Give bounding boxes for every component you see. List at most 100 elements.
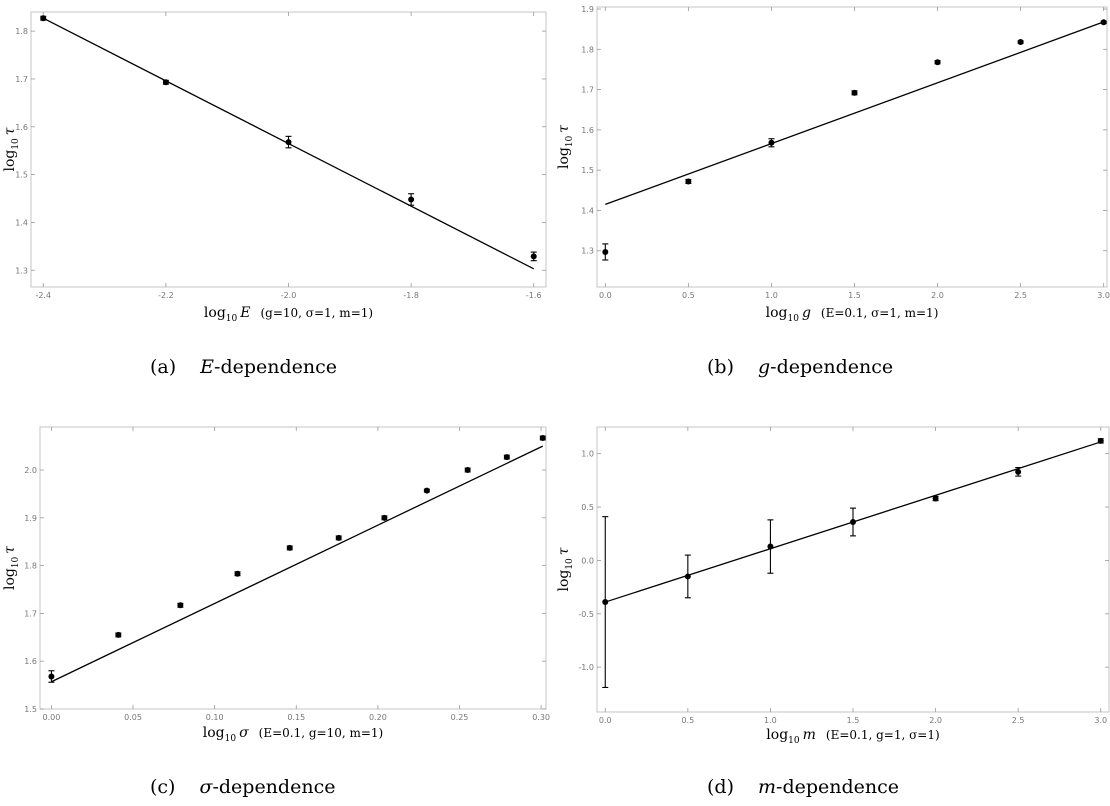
x-axis-label-base: 10 bbox=[225, 734, 237, 744]
x-tick-label: 0.25 bbox=[451, 713, 469, 722]
y-tick-label: 1.3 bbox=[15, 266, 28, 275]
chart-a-svg: -2.4 -2.2 -2.0 -1.8 -1.6 1.3 1.4 1.5 1.6 1.7 1.8 lo… bbox=[2, 11, 547, 324]
marker bbox=[381, 514, 388, 521]
x-tick-label: -1.8 bbox=[403, 291, 419, 300]
x-axis-label-parameters: (E=0.1, g=1, σ=1) bbox=[826, 728, 940, 742]
x-axis-label-parameters: (E=0.1, σ=1, m=1) bbox=[821, 306, 938, 320]
x-axis-label-variable: m bbox=[803, 727, 816, 743]
marker bbox=[1097, 437, 1104, 444]
marker bbox=[1017, 39, 1024, 46]
x-tick-label: -2.2 bbox=[158, 291, 174, 300]
data-point bbox=[850, 507, 856, 537]
marker bbox=[768, 139, 775, 146]
x-tick-label: 1.0 bbox=[765, 291, 778, 300]
marker bbox=[335, 534, 342, 541]
x-tick-label: 0.10 bbox=[206, 713, 224, 722]
x-tick-label: 0.15 bbox=[287, 713, 305, 722]
y-tick-label: -0.5 bbox=[578, 610, 594, 619]
x-tick-label: 2.0 bbox=[931, 291, 944, 300]
marker bbox=[850, 519, 856, 525]
y-tick-label: 0.0 bbox=[581, 556, 594, 565]
marker bbox=[464, 467, 471, 474]
marker bbox=[1100, 19, 1107, 26]
x-tick-label: 0.5 bbox=[682, 291, 695, 300]
x-axis-label: log10 E (g=10, σ=1, m=1) bbox=[204, 305, 373, 324]
y-tick-label: 1.6 bbox=[15, 123, 28, 132]
marker bbox=[685, 178, 692, 185]
y-axis-label-variable: τ bbox=[2, 127, 18, 135]
plot-frame bbox=[39, 426, 547, 710]
caption-d: (d) m-dependence bbox=[707, 776, 899, 798]
marker bbox=[602, 248, 609, 255]
marker bbox=[115, 631, 122, 638]
y-tick-label: 1.9 bbox=[24, 514, 37, 523]
caption-c-tag: (c) bbox=[150, 776, 176, 798]
x-axis-label-variable: σ bbox=[239, 725, 249, 741]
x-axis-label: log10 m (E=0.1, g=1, σ=1) bbox=[766, 727, 939, 746]
y-axis-label-base: 10 bbox=[11, 138, 21, 150]
y-tick-label: 1.8 bbox=[581, 45, 594, 54]
data-point bbox=[464, 467, 471, 474]
fit-line bbox=[51, 445, 544, 683]
data-point bbox=[115, 631, 122, 638]
caption-d-tag: (d) bbox=[707, 776, 734, 798]
caption-b-tag: (b) bbox=[707, 356, 734, 378]
chart-panel-d: 0.0 0.5 1.0 1.5 2.0 2.5 3.0 -1.0 -0.5 0.0 0.5 1.0 lo… bbox=[555, 415, 1110, 785]
x-tick-label: 2.0 bbox=[929, 716, 942, 725]
y-tick-label: 1.5 bbox=[24, 705, 37, 714]
data-point bbox=[503, 454, 510, 461]
data-point bbox=[530, 251, 537, 262]
marker bbox=[684, 573, 691, 580]
caption-b-text: -dependence bbox=[770, 356, 894, 378]
caption-d-symbol: m bbox=[758, 776, 777, 798]
chart-b-svg: 0.0 0.5 1.0 1.5 2.0 2.5 3.0 1.3 1.4 1.5 1.6 1.7 1.8 1… bbox=[556, 5, 1110, 324]
y-tick-label: 1.9 bbox=[581, 5, 594, 14]
data-point bbox=[851, 89, 858, 96]
data-point bbox=[768, 138, 775, 148]
x-axis-label-parameters: (g=10, σ=1, m=1) bbox=[260, 306, 373, 320]
data-point bbox=[408, 193, 415, 206]
marker bbox=[602, 599, 609, 606]
y-axis-label-variable: τ bbox=[2, 546, 18, 554]
y-axis-label-log: log bbox=[2, 568, 18, 590]
x-tick-label: 0.00 bbox=[43, 713, 61, 722]
data-point bbox=[48, 670, 55, 683]
x-tick-label: 3.0 bbox=[1097, 291, 1110, 300]
y-tick-label: 0.5 bbox=[581, 503, 594, 512]
y-axis-label-base: 10 bbox=[11, 556, 21, 568]
marker bbox=[767, 543, 774, 550]
x-tick-label: 0.0 bbox=[599, 291, 612, 300]
x-axis-label-base: 10 bbox=[788, 736, 800, 746]
caption-b-symbol: g bbox=[758, 356, 771, 378]
caption-a: (a) E-dependence bbox=[150, 356, 337, 378]
x-tick-label: 0.0 bbox=[599, 716, 612, 725]
y-tick-label: 1.8 bbox=[24, 562, 37, 571]
marker bbox=[177, 602, 184, 609]
marker bbox=[851, 89, 858, 96]
caption-a-text: -dependence bbox=[214, 356, 338, 378]
chart-d-svg: 0.0 0.5 1.0 1.5 2.0 2.5 3.0 -1.0 -0.5 0.0 0.5 1.0 lo… bbox=[556, 426, 1110, 746]
chart-panel-a: -2.4 -2.2 -2.0 -1.8 -1.6 1.3 1.4 1.5 1.6 1.7 1.8 lo… bbox=[0, 0, 555, 360]
caption-d-text: -dependence bbox=[776, 776, 900, 798]
y-tick-label: 1.8 bbox=[15, 27, 28, 36]
x-axis-label-parameters: (E=0.1, g=10, m=1) bbox=[259, 726, 384, 740]
caption-a-tag: (a) bbox=[150, 356, 177, 378]
x-axis-label-log: log bbox=[766, 305, 788, 321]
y-axis-label: log10 τ bbox=[2, 546, 21, 590]
y-tick-label: 2.0 bbox=[24, 466, 37, 475]
caption-c-symbol: σ bbox=[199, 776, 213, 798]
marker bbox=[932, 495, 939, 502]
x-tick-label: 2.5 bbox=[1012, 716, 1025, 725]
y-tick-label: 1.6 bbox=[581, 126, 594, 135]
data-point bbox=[286, 544, 293, 551]
data-point bbox=[685, 178, 692, 185]
data-point bbox=[932, 495, 939, 502]
y-tick-label: 1.5 bbox=[15, 171, 28, 180]
x-axis-label-base: 10 bbox=[787, 314, 799, 324]
marker bbox=[423, 487, 430, 494]
marker bbox=[503, 454, 510, 461]
x-axis-label-log: log bbox=[203, 725, 225, 741]
fit-line bbox=[605, 21, 1104, 206]
y-axis-label: log10 τ bbox=[556, 547, 575, 591]
plot-frame bbox=[596, 426, 1110, 713]
